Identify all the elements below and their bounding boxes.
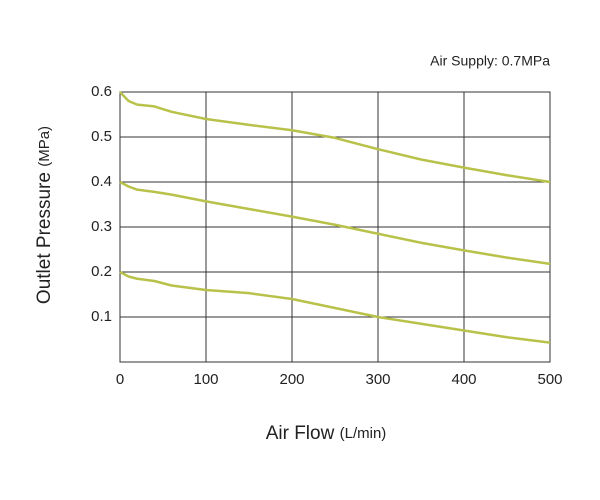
y-tick-label: 0.5 (91, 128, 112, 145)
y-tick-label: 0.6 (91, 83, 112, 100)
x-tick-label: 500 (537, 371, 562, 388)
y-tick-label: 0.4 (91, 173, 112, 190)
x-tick-label: 400 (451, 371, 476, 388)
x-unit: (L/min) (340, 425, 387, 442)
x-tick-label: 100 (193, 371, 218, 388)
y-label: Outlet Pressure (34, 172, 55, 304)
y-tick-label: 0.3 (91, 218, 112, 235)
annotation: Air Supply: 0.7MPa (430, 53, 550, 69)
x-tick-label: 300 (365, 371, 390, 388)
x-tick-label: 0 (116, 371, 124, 388)
line-series (119, 270, 551, 344)
line-series (119, 91, 551, 184)
x-tick-label: 200 (279, 371, 304, 388)
y-unit: (MPa) (36, 126, 53, 167)
y-tick-label: 0.2 (91, 263, 112, 280)
y-axis-label: Outlet Pressure (MPa) (34, 126, 55, 304)
plot-frame (119, 91, 551, 363)
x-axis-label: Air Flow (L/min) (266, 423, 387, 444)
line-series (119, 180, 551, 266)
x-label: Air Flow (266, 423, 335, 444)
y-tick-label: 0.1 (91, 308, 112, 325)
